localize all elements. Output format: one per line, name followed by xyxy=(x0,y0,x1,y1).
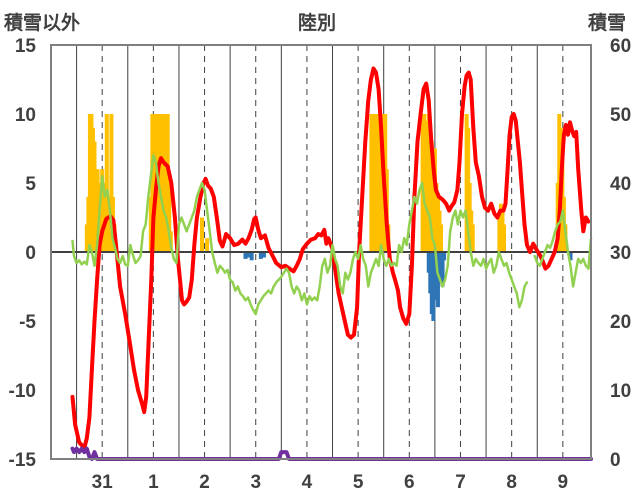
bar-mark xyxy=(243,252,248,259)
y-left-tick-label: -15 xyxy=(9,450,37,471)
y-right-tick-label: 20 xyxy=(610,312,631,333)
y-left-tick-label: 15 xyxy=(15,36,37,57)
bar-mark xyxy=(440,252,445,287)
tick-labels: 31 1 2 3 4 5 6 7 8 9 -15 -10 -5 0 5 10 15 0 10 20 30 40 50 60 xyxy=(9,36,632,493)
y-left-tick-label: 5 xyxy=(25,174,36,195)
bar-mark xyxy=(249,252,254,261)
line-layer xyxy=(51,66,593,461)
y-left-tick-label: -10 xyxy=(9,381,36,402)
x-tick-label: 5 xyxy=(353,472,364,493)
series-line xyxy=(533,209,593,288)
x-tick-label: 4 xyxy=(302,472,313,493)
bar-mark xyxy=(437,252,442,280)
bar-mark xyxy=(439,224,444,252)
x-tick-label: 7 xyxy=(455,472,466,493)
bar-mark xyxy=(501,224,506,252)
x-tick-label: 31 xyxy=(92,472,114,493)
bar-mark xyxy=(205,238,210,252)
y-right-tick-label: 10 xyxy=(610,381,631,402)
bar-mark xyxy=(442,252,447,261)
series-line xyxy=(70,446,593,461)
y-right-tick-label: 0 xyxy=(610,450,621,471)
bar-mark xyxy=(246,252,251,258)
grid-lines xyxy=(76,45,564,459)
y-left-tick-label: 10 xyxy=(15,105,36,126)
y-right-tick-label: 40 xyxy=(610,174,631,195)
series-line xyxy=(71,154,529,316)
chart-title: 陸別 xyxy=(298,12,337,34)
x-tick-label: 8 xyxy=(506,472,517,493)
y-left-tick-label: 0 xyxy=(25,243,36,264)
left-axis-title: 積雪以外 xyxy=(4,12,81,34)
series-line xyxy=(70,66,591,450)
bar-mark xyxy=(261,252,266,258)
y-right-tick-label: 50 xyxy=(610,105,631,126)
bar-mark xyxy=(167,183,172,252)
x-tick-label: 6 xyxy=(404,472,415,493)
right-axis-title: 積雪 xyxy=(588,12,627,34)
x-tick-label: 1 xyxy=(148,472,159,493)
bar-mark xyxy=(109,114,114,252)
plot-frame xyxy=(50,44,592,460)
bar-mark xyxy=(470,224,475,252)
y-right-tick-label: 60 xyxy=(610,36,631,57)
bar-mark xyxy=(199,217,204,252)
x-tick-label: 3 xyxy=(250,472,261,493)
x-tick-label: 9 xyxy=(558,472,569,493)
bar-mark xyxy=(568,252,573,261)
x-tick-label: 2 xyxy=(199,472,210,493)
bar-mark xyxy=(258,252,263,259)
y-right-tick-label: 30 xyxy=(610,243,631,264)
bar-mark xyxy=(104,114,109,252)
y-left-tick-label: -5 xyxy=(19,312,36,333)
